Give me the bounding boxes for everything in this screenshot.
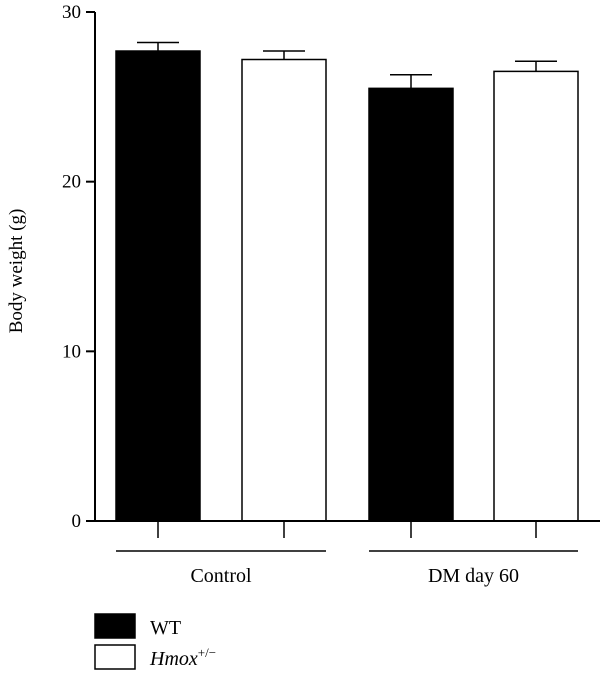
y-tick-label: 0 <box>72 511 82 532</box>
bar-hmox-0 <box>241 58 327 522</box>
y-ticks: 0 10 20 30 <box>62 2 95 532</box>
error-bar <box>390 74 432 89</box>
y-tick-label: 20 <box>62 172 81 193</box>
error-bars-layer <box>137 41 557 89</box>
group-label: DM day 60 <box>428 565 519 587</box>
legend-swatch <box>94 644 136 670</box>
group-labels: Control DM day 60 <box>116 550 578 587</box>
bar-hmox-1 <box>493 70 579 522</box>
error-bar <box>137 41 179 52</box>
error-bar <box>515 60 557 72</box>
error-bar <box>263 50 305 60</box>
y-axis-label: Body weight (g) <box>6 209 27 334</box>
bars-layer <box>115 50 579 522</box>
bar-wt-0 <box>115 50 201 522</box>
y-tick-label: 10 <box>62 341 81 362</box>
y-tick-label: 30 <box>62 2 81 23</box>
bar-wt-1 <box>368 87 454 522</box>
group-label: Control <box>190 565 252 587</box>
legend-label: WT <box>150 617 181 639</box>
x-ticks <box>157 521 537 538</box>
legend-swatch <box>94 613 136 639</box>
legend-label: Hmox+/− <box>149 645 216 670</box>
legend: WT Hmox+/− <box>94 613 216 670</box>
